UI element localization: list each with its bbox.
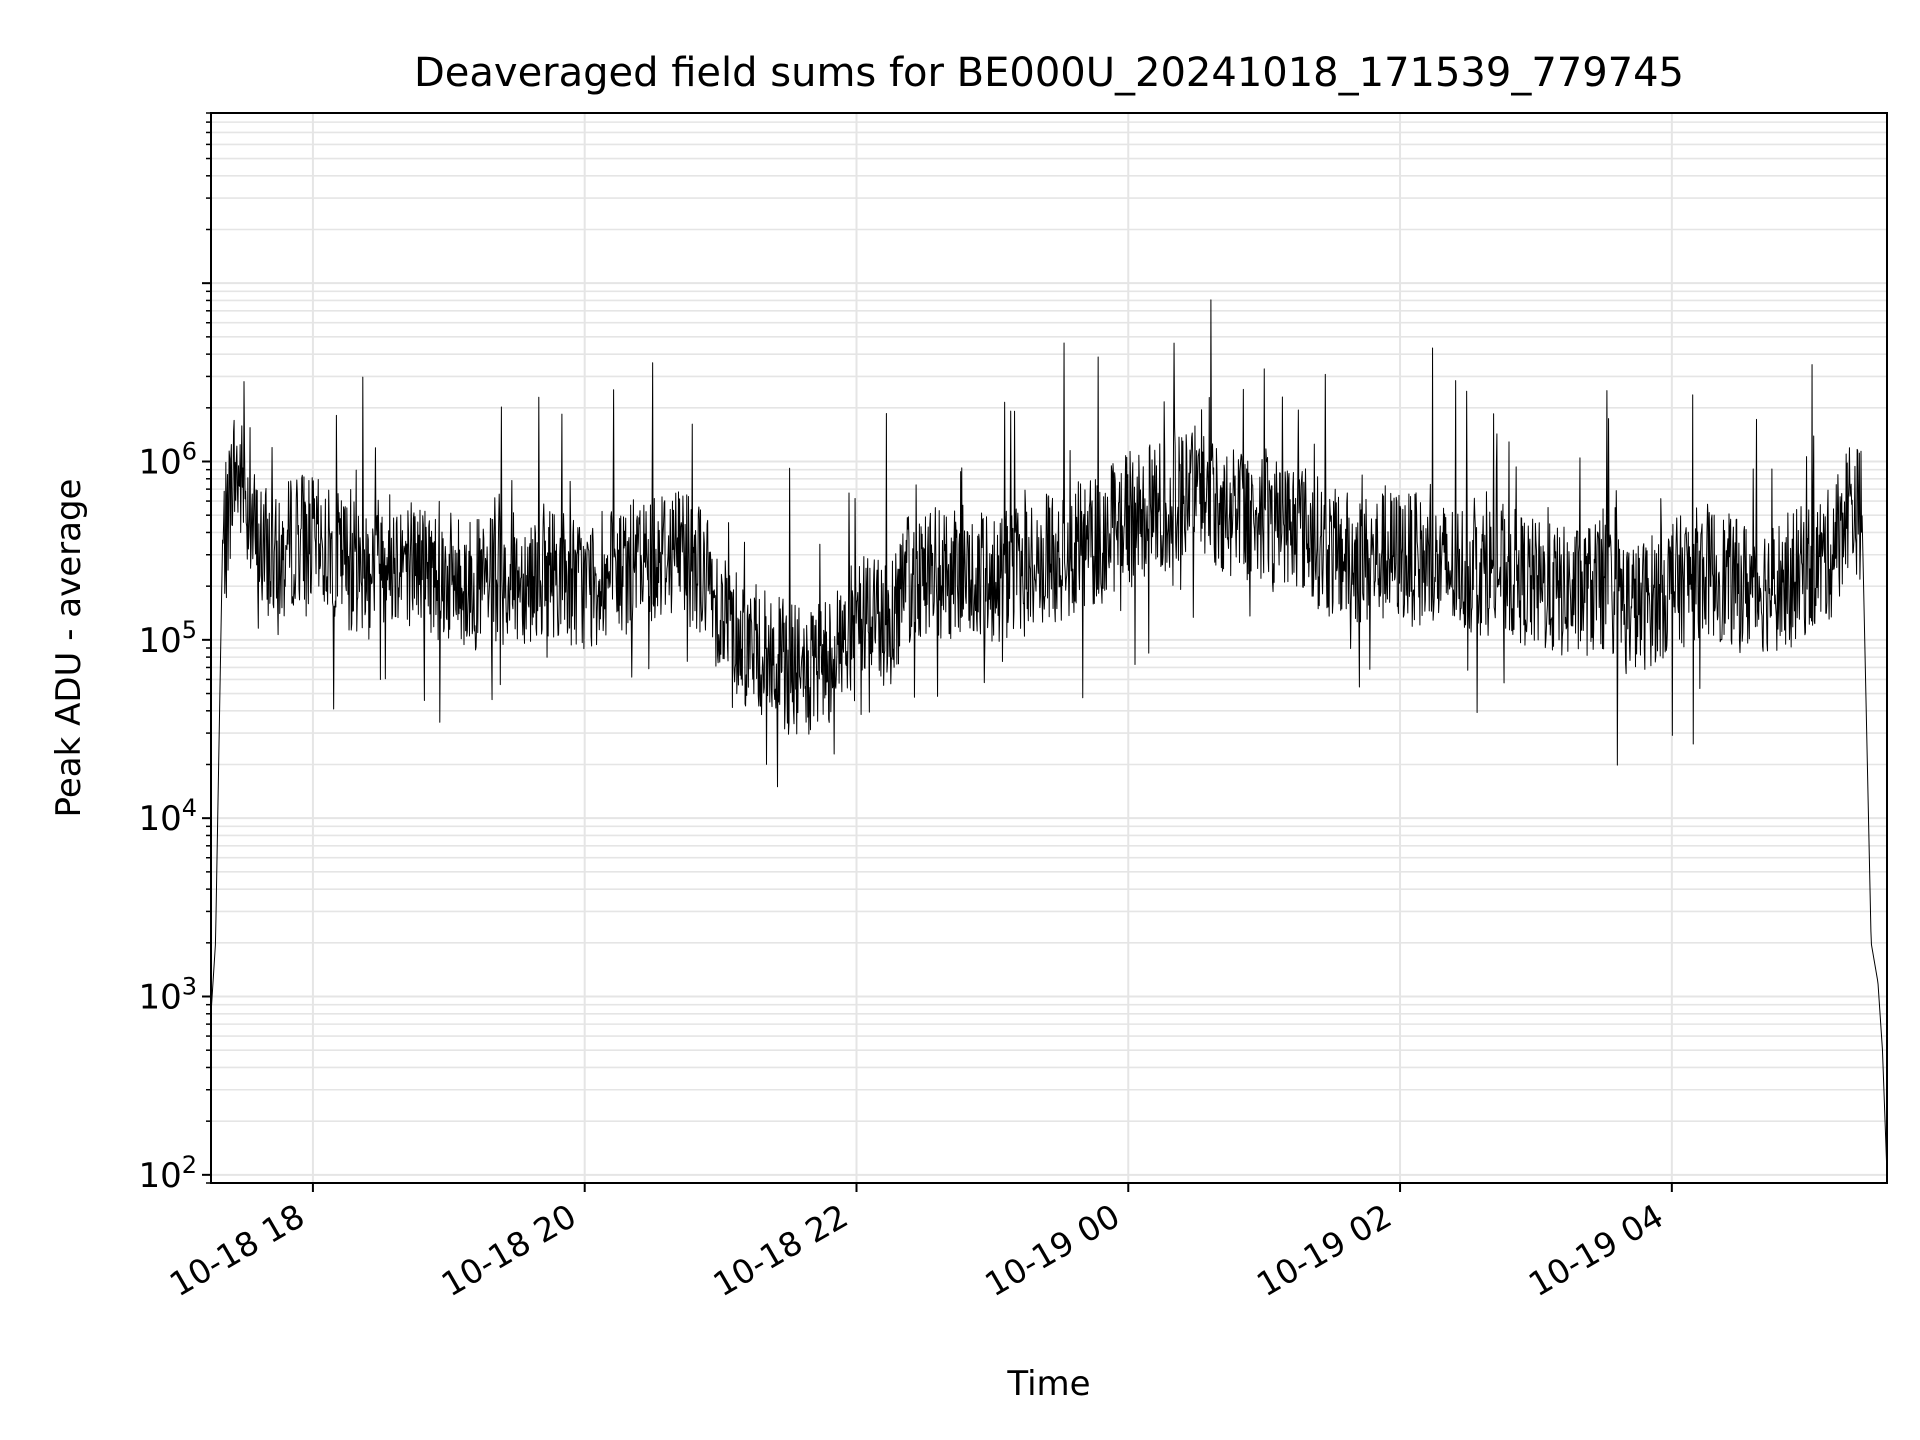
- plot-layer: [210, 299, 1888, 1171]
- y-tick-label: 105: [138, 616, 197, 661]
- chart-title: Deaveraged field sums for BE000U_2024101…: [414, 50, 1684, 96]
- y-tick-label: 103: [138, 973, 197, 1018]
- y-tick-label: 102: [138, 1151, 197, 1196]
- y-axis-label: Peak ADU - average: [49, 479, 89, 818]
- y-tick-label: 104: [138, 794, 197, 839]
- series-line: [210, 299, 1888, 1171]
- x-axis-label: Time: [1006, 1364, 1090, 1404]
- y-tick-label: 106: [138, 438, 197, 483]
